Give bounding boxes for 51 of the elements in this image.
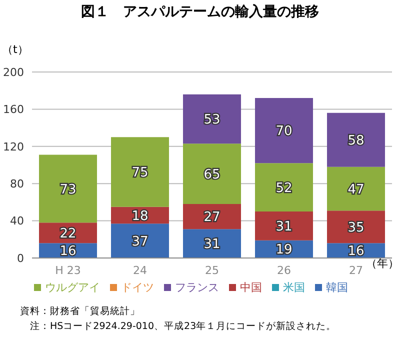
data-label: 37 <box>132 234 148 250</box>
y-tick-label: 80 <box>10 178 24 191</box>
data-label: 31 <box>204 237 220 252</box>
bar <box>327 210 385 244</box>
bar <box>111 224 169 258</box>
legend-label: 韓国 <box>326 281 348 294</box>
bar <box>111 137 169 207</box>
bar <box>39 154 97 223</box>
bar <box>255 163 313 212</box>
y-tick-label: 200 <box>3 66 24 79</box>
legend-label: ウルグアイ <box>45 281 100 294</box>
data-label: 16 <box>60 244 76 260</box>
data-label: 47 <box>348 182 364 198</box>
x-tick-label: 27 <box>349 264 363 277</box>
y-tick-label: 160 <box>3 103 24 116</box>
legend-label: フランス <box>175 281 219 294</box>
x-tick-label: 24 <box>133 264 147 277</box>
bar <box>183 94 241 144</box>
bar <box>255 212 313 240</box>
bar <box>255 98 313 164</box>
x-tick-label: 25 <box>205 264 219 277</box>
y-tick-label: 40 <box>10 214 24 228</box>
text: 注：HSコード2924.29-010、平成23年１月にコードが新設された。 <box>29 320 336 334</box>
data-label: 19 <box>276 242 292 258</box>
text: 資料：財務省「貿易統計」 <box>20 305 141 319</box>
data-label: 27 <box>204 210 220 226</box>
x-tick-label: H 23 <box>55 264 81 277</box>
y-tick-label: 120 <box>3 140 24 154</box>
legend-label: ドイツ <box>121 281 154 294</box>
legend-label: 中国 <box>240 281 262 294</box>
data-label: 18 <box>132 208 148 224</box>
data-label: 52 <box>276 180 292 196</box>
data-label: 31 <box>276 219 292 234</box>
data-label: 65 <box>204 167 220 182</box>
data-label: 22 <box>60 226 76 242</box>
data-label: 75 <box>132 166 148 181</box>
data-label: 70 <box>276 124 292 140</box>
data-label: 73 <box>60 182 76 198</box>
y-axis-title: （t） <box>2 42 28 57</box>
bar <box>183 144 241 204</box>
bar <box>327 112 385 167</box>
legend-label: 米国 <box>283 281 305 294</box>
x-axis-title: （年） <box>366 256 399 271</box>
x-tick-label: 26 <box>277 264 291 277</box>
y-tick-label: 0 <box>17 252 24 265</box>
bar <box>327 166 385 211</box>
data-label: 53 <box>204 112 220 128</box>
data-label: 35 <box>348 220 364 236</box>
chart-title: 図１ アスパルテームの輸入量の推移 <box>80 3 320 21</box>
data-label: 58 <box>348 133 364 148</box>
data-label: 16 <box>348 244 364 260</box>
